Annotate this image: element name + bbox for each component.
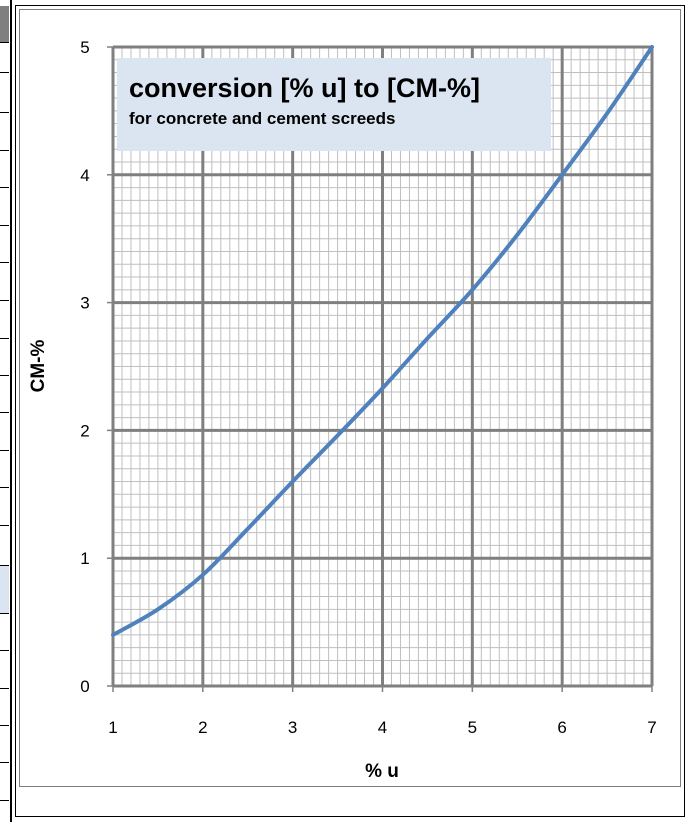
y-axis-title: CM-% bbox=[28, 340, 49, 393]
y-tick-label: 1 bbox=[80, 549, 89, 568]
chart-area bbox=[19, 9, 681, 787]
x-tick-label: 1 bbox=[108, 718, 117, 737]
x-tick-label: 2 bbox=[198, 718, 207, 737]
spreadsheet-row-line bbox=[0, 72, 9, 73]
x-tick-label: 3 bbox=[288, 718, 297, 737]
x-tick-label: 4 bbox=[378, 718, 387, 737]
x-tick-label: 5 bbox=[468, 718, 477, 737]
spreadsheet-row-line bbox=[0, 375, 9, 376]
spreadsheet-row-line bbox=[0, 262, 9, 263]
spreadsheet-row-line bbox=[0, 762, 9, 763]
y-tick-label: 3 bbox=[80, 294, 89, 313]
spreadsheet-row-line bbox=[0, 150, 9, 151]
x-axis-title: % u bbox=[365, 761, 399, 782]
x-axis-ticks: 1 2 3 4 5 6 7 bbox=[108, 686, 657, 737]
spreadsheet-row-line bbox=[0, 565, 9, 566]
spreadsheet-row-line bbox=[0, 650, 9, 651]
spreadsheet-row-line bbox=[0, 112, 9, 113]
chart-subtitle: for concrete and cement screeds bbox=[129, 109, 396, 128]
spreadsheet-row-line bbox=[0, 412, 9, 413]
major-grid bbox=[111, 45, 654, 688]
spreadsheet-row-line bbox=[0, 688, 9, 689]
series-line bbox=[111, 45, 654, 637]
spreadsheet-row-line bbox=[0, 225, 9, 226]
spreadsheet-highlight-cell bbox=[0, 565, 9, 613]
spreadsheet-row-line bbox=[0, 450, 9, 451]
y-tick-label: 2 bbox=[80, 421, 89, 440]
spreadsheet-row-line bbox=[0, 487, 9, 488]
y-tick-label: 5 bbox=[80, 38, 89, 57]
y-tick-label: 4 bbox=[80, 166, 89, 185]
spreadsheet-row-line bbox=[0, 338, 9, 339]
spreadsheet-row-line bbox=[0, 42, 9, 43]
spreadsheet-row-line bbox=[0, 725, 9, 726]
x-tick-label: 6 bbox=[557, 718, 566, 737]
spreadsheet-row-strip bbox=[0, 0, 12, 822]
y-axis-ticks: 0 1 2 3 4 5 bbox=[80, 38, 113, 696]
spreadsheet-header-cell bbox=[0, 6, 9, 42]
spreadsheet-row-line bbox=[0, 613, 9, 614]
spreadsheet-row-line bbox=[0, 525, 9, 526]
chart-title: conversion [% u] to [CM-%] bbox=[129, 73, 480, 103]
spreadsheet-row-line bbox=[0, 800, 9, 801]
spreadsheet-row-line bbox=[0, 300, 9, 301]
x-tick-label: 7 bbox=[647, 718, 656, 737]
chart-title-box: conversion [% u] to [CM-%] for concrete … bbox=[117, 58, 551, 151]
spreadsheet-row-line bbox=[0, 187, 9, 188]
y-tick-label: 0 bbox=[80, 677, 89, 696]
